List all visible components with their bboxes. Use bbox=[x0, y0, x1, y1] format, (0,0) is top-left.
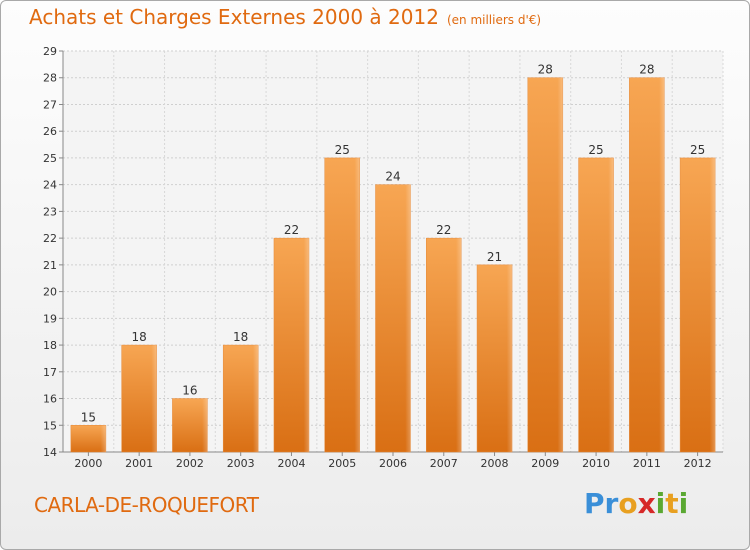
x-tick-label: 2002 bbox=[176, 457, 204, 470]
bar-highlight bbox=[578, 157, 614, 452]
bar-value-label: 18 bbox=[132, 330, 147, 344]
y-tick-label: 17 bbox=[43, 366, 57, 379]
y-tick-label: 29 bbox=[43, 45, 57, 58]
y-tick-label: 24 bbox=[43, 179, 57, 192]
y-tick-label: 26 bbox=[43, 125, 57, 138]
bar-value-label: 16 bbox=[182, 384, 197, 398]
y-tick-label: 21 bbox=[43, 259, 57, 272]
bar-highlight bbox=[324, 157, 360, 452]
label-layer: 15 18 16 18 22 25 24 22 21 28 25 28 25 bbox=[81, 63, 706, 425]
chart-title-text: Achats et Charges Externes 2000 à 2012 bbox=[29, 5, 439, 29]
y-tick-label: 28 bbox=[43, 72, 57, 85]
logo-letter: i bbox=[655, 487, 666, 520]
bar-value-label: 25 bbox=[588, 143, 603, 157]
commune-name: CARLA-DE-ROQUEFORT bbox=[34, 493, 259, 517]
x-tick-label: 2003 bbox=[227, 457, 255, 470]
bar-highlight bbox=[273, 238, 309, 452]
y-tick-label: 18 bbox=[43, 339, 57, 352]
logo-letter: r bbox=[604, 487, 619, 520]
x-tick-label: 2008 bbox=[481, 457, 509, 470]
bar-highlight bbox=[223, 345, 259, 452]
y-tick-label: 22 bbox=[43, 232, 57, 245]
proxiti-logo[interactable]: Proxiti bbox=[584, 487, 688, 520]
y-tick-label: 25 bbox=[43, 152, 57, 165]
x-tick-label: 2006 bbox=[379, 457, 407, 470]
bar-value-label: 25 bbox=[335, 143, 350, 157]
bar-highlight bbox=[70, 425, 106, 452]
bar-value-label: 18 bbox=[233, 330, 248, 344]
bar-value-label: 15 bbox=[81, 410, 96, 424]
y-tick-label: 20 bbox=[43, 286, 57, 299]
chart-title: Achats et Charges Externes 2000 à 2012 (e… bbox=[29, 5, 541, 29]
bar-highlight bbox=[680, 157, 716, 452]
logo-letter: i bbox=[678, 487, 689, 520]
logo-letter: x bbox=[637, 487, 656, 520]
y-tick-label: 14 bbox=[43, 446, 57, 459]
bar-value-label: 25 bbox=[690, 143, 705, 157]
x-tick-label: 2009 bbox=[531, 457, 559, 470]
x-tick-label: 2005 bbox=[328, 457, 356, 470]
bar-highlight bbox=[172, 398, 208, 452]
bar-value-label: 22 bbox=[436, 223, 451, 237]
x-tick-label: 2001 bbox=[125, 457, 153, 470]
x-tick-label: 2007 bbox=[430, 457, 458, 470]
logo-letter: P bbox=[584, 487, 605, 520]
y-tick-label: 15 bbox=[43, 419, 57, 432]
bar-highlight bbox=[629, 77, 665, 452]
bar-value-label: 21 bbox=[487, 250, 502, 264]
y-tick-label: 23 bbox=[43, 205, 57, 218]
logo-letter: o bbox=[618, 487, 638, 520]
bar-value-label: 22 bbox=[284, 223, 299, 237]
chart-unit: (en milliers d'€) bbox=[446, 13, 542, 27]
x-tick-label: 2000 bbox=[74, 457, 102, 470]
y-tick-label: 27 bbox=[43, 98, 57, 111]
logo-letter: t bbox=[665, 487, 679, 520]
bar-highlight bbox=[121, 345, 157, 452]
x-tick-label: 2004 bbox=[277, 457, 305, 470]
bar-layer bbox=[70, 77, 716, 453]
x-tick-label: 2010 bbox=[582, 457, 610, 470]
bar-highlight bbox=[527, 77, 563, 452]
bar-highlight bbox=[375, 184, 411, 452]
bar-value-label: 24 bbox=[385, 170, 400, 184]
bar-highlight bbox=[426, 238, 462, 452]
x-tick-label: 2012 bbox=[684, 457, 712, 470]
bar-value-label: 28 bbox=[538, 63, 553, 77]
x-tick-label: 2011 bbox=[633, 457, 661, 470]
bar-highlight bbox=[477, 264, 513, 452]
y-tick-label: 19 bbox=[43, 312, 57, 325]
y-tick-label: 16 bbox=[43, 393, 57, 406]
bar-value-label: 28 bbox=[639, 63, 654, 77]
axis-layer: 14 15 16 17 18 19 20 21 22 23 24 25 26 27 28 29 2000 2001… bbox=[43, 45, 723, 470]
